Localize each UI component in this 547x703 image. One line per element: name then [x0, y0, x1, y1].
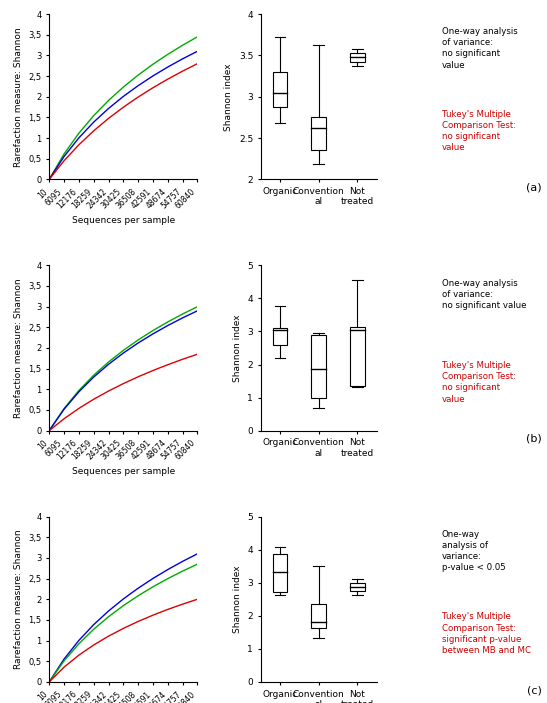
Text: (b): (b) [526, 434, 542, 444]
Bar [350, 328, 365, 386]
Y-axis label: Shannon index: Shannon index [233, 565, 242, 633]
X-axis label: Sequences per sample: Sequences per sample [72, 216, 175, 225]
Text: One-way analysis
of variance:
no significant
value: One-way analysis of variance: no signifi… [442, 27, 517, 70]
Y-axis label: Rarefaction measure: Shannon: Rarefaction measure: Shannon [14, 27, 23, 167]
Y-axis label: Shannon index: Shannon index [224, 63, 233, 131]
Bar [273, 72, 287, 107]
Text: Tukey's Multiple
Comparison Test:
significant p-value
between MB and MC: Tukey's Multiple Comparison Test: signif… [442, 612, 531, 654]
Text: (c): (c) [527, 685, 542, 695]
Bar [311, 604, 326, 628]
X-axis label: Sequences per sample: Sequences per sample [72, 467, 175, 477]
Bar [311, 335, 326, 398]
Y-axis label: Shannon index: Shannon index [233, 314, 242, 382]
Text: Tukey's Multiple
Comparison Test:
no significant
value: Tukey's Multiple Comparison Test: no sig… [442, 110, 516, 153]
Y-axis label: Rarefaction measure: Shannon: Rarefaction measure: Shannon [14, 278, 23, 418]
Bar [273, 328, 287, 344]
Text: Tukey's Multiple
Comparison Test:
no significant
value: Tukey's Multiple Comparison Test: no sig… [442, 361, 516, 404]
Text: (a): (a) [526, 183, 542, 193]
Bar [273, 554, 287, 592]
Y-axis label: Rarefaction measure: Shannon: Rarefaction measure: Shannon [14, 529, 23, 669]
Text: One-way analysis
of variance:
no significant value: One-way analysis of variance: no signifi… [442, 278, 526, 310]
Text: One-way
analysis of
variance:
p-value < 0.05: One-way analysis of variance: p-value < … [442, 530, 505, 572]
Bar [350, 583, 365, 591]
Bar [350, 53, 365, 62]
Bar [311, 117, 326, 150]
